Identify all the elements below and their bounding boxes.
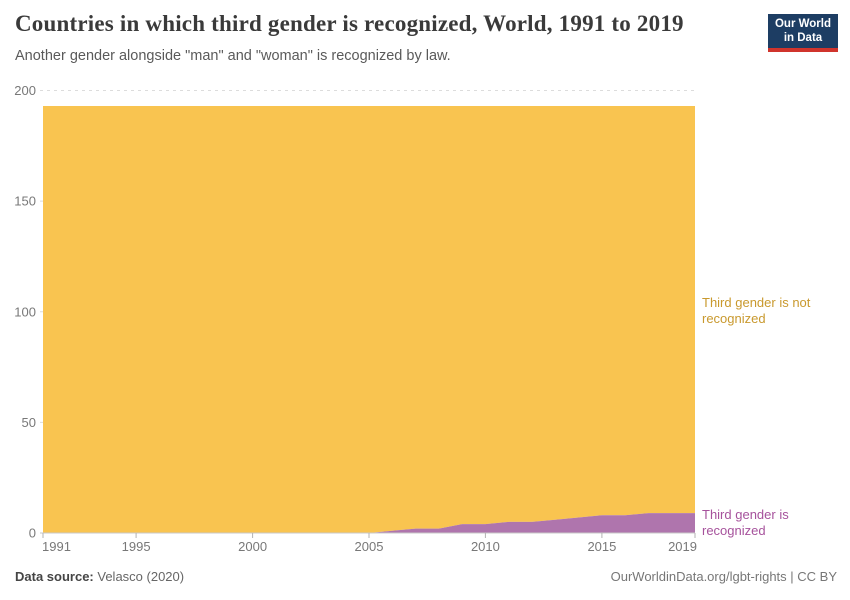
data-source-label: Data source: [15, 569, 94, 584]
y-axis-label-100: 100 [14, 304, 36, 319]
owid-logo-line1: Our World [774, 18, 831, 30]
series-label-not-recognized: Third gender is not recognized [702, 295, 811, 326]
x-axis-label-2000: 2000 [238, 539, 267, 554]
chart-title: Countries in which third gender is recog… [15, 11, 684, 36]
x-axis-label-2010: 2010 [471, 539, 500, 554]
owid-logo: Our World in Data [768, 14, 838, 52]
x-axis-label-2019: 2019 [668, 539, 697, 554]
area-third-gender-is-recognized[interactable] [43, 513, 695, 533]
y-axis-label-50: 50 [22, 415, 36, 430]
series-label-recognized: Third gender is recognized [702, 507, 789, 538]
y-axis-label-150: 150 [14, 194, 36, 209]
x-axis-label-1991: 1991 [42, 539, 71, 554]
x-axis-label-1995: 1995 [122, 539, 151, 554]
chart-subtitle: Another gender alongside "man" and "woma… [15, 48, 451, 64]
y-axis-label-0: 0 [29, 526, 36, 541]
x-axis-label-2015: 2015 [587, 539, 616, 554]
owid-logo-line2: in Data [783, 31, 823, 44]
y-axis-label-200: 200 [14, 83, 36, 98]
data-source-value: Velasco (2020) [97, 569, 185, 584]
x-axis-label-2005: 2005 [355, 539, 384, 554]
area-third-gender-is-not-recognized[interactable] [43, 106, 695, 533]
credit-link[interactable]: OurWorldinData.org/lgbt-rights | CC BY [610, 569, 837, 584]
data-source: Data source: Velasco (2020) [15, 569, 184, 584]
